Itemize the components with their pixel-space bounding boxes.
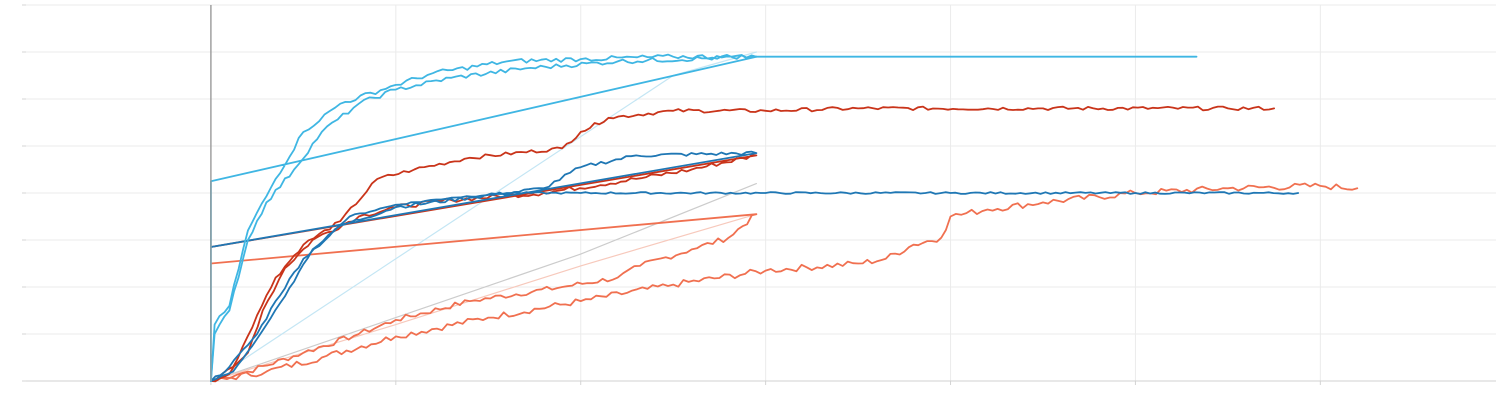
- series-line-8: [210, 150, 758, 382]
- y-gridlines: [26, 4, 1496, 335]
- x-axis-ticks: [210, 381, 1321, 385]
- series-line-2: [210, 183, 757, 382]
- series-layer: [210, 51, 1359, 383]
- series-line-10: [210, 54, 758, 382]
- series-line-5: [210, 182, 1359, 382]
- series-line-11: [210, 53, 758, 382]
- series-line-7: [210, 105, 1275, 382]
- series-line-9: [210, 191, 1300, 382]
- series-line-4: [210, 213, 758, 382]
- y-axis-ticks: [22, 4, 26, 382]
- series-line-6: [210, 154, 758, 383]
